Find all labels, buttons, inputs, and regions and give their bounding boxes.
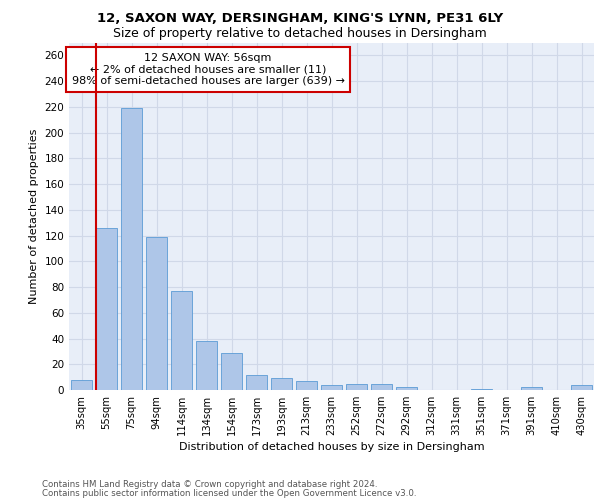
- Bar: [196, 341, 217, 390]
- Text: 12 SAXON WAY: 56sqm
← 2% of detached houses are smaller (11)
98% of semi-detache: 12 SAXON WAY: 56sqm ← 2% of detached hou…: [71, 53, 344, 86]
- Bar: [296, 381, 317, 390]
- Bar: [246, 374, 267, 390]
- Bar: [471, 388, 492, 390]
- Bar: [271, 378, 292, 390]
- Bar: [221, 352, 242, 390]
- Bar: [571, 385, 592, 390]
- Bar: [121, 108, 142, 390]
- Bar: [521, 388, 542, 390]
- X-axis label: Distribution of detached houses by size in Dersingham: Distribution of detached houses by size …: [179, 442, 484, 452]
- Bar: [71, 380, 92, 390]
- Bar: [371, 384, 392, 390]
- Bar: [346, 384, 367, 390]
- Text: Contains public sector information licensed under the Open Government Licence v3: Contains public sector information licen…: [42, 488, 416, 498]
- Bar: [396, 388, 417, 390]
- Text: 12, SAXON WAY, DERSINGHAM, KING'S LYNN, PE31 6LY: 12, SAXON WAY, DERSINGHAM, KING'S LYNN, …: [97, 12, 503, 26]
- Text: Contains HM Land Registry data © Crown copyright and database right 2024.: Contains HM Land Registry data © Crown c…: [42, 480, 377, 489]
- Y-axis label: Number of detached properties: Number of detached properties: [29, 128, 39, 304]
- Bar: [146, 237, 167, 390]
- Bar: [96, 228, 117, 390]
- Bar: [321, 385, 342, 390]
- Text: Size of property relative to detached houses in Dersingham: Size of property relative to detached ho…: [113, 28, 487, 40]
- Bar: [171, 291, 192, 390]
